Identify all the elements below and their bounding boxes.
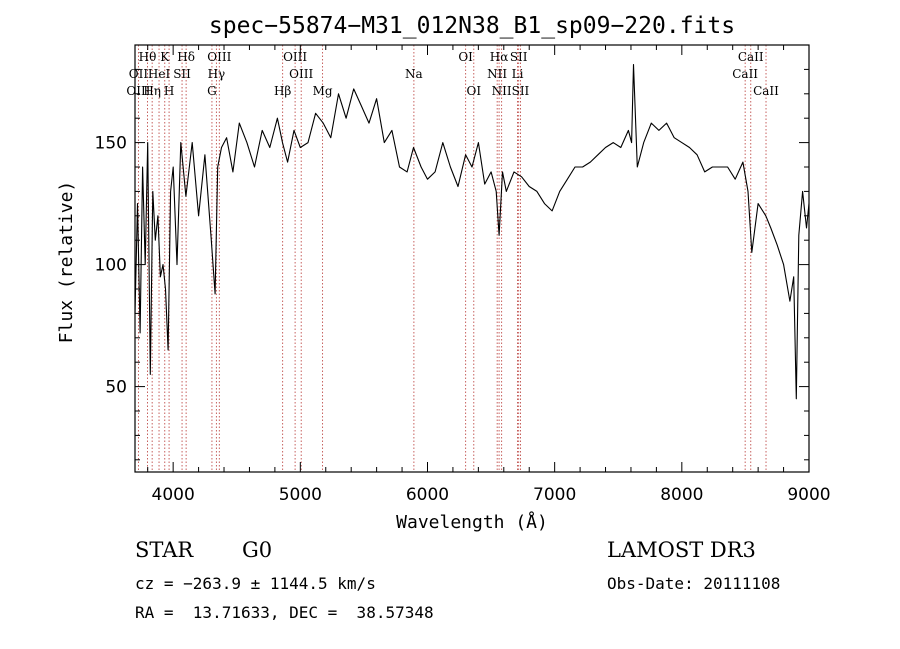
y-axis-label: Flux (relative) <box>56 181 77 344</box>
spectral-line-label: Hδ <box>177 50 195 64</box>
chart-title: spec−55874−M31_012N38_B1_sp09−220.fits <box>209 13 735 39</box>
spectral-line-label: OIII <box>289 67 313 81</box>
spectral-line-label: HeI <box>148 67 171 81</box>
spectral-line-label: SII <box>512 84 530 98</box>
spectral-line-label: CaII <box>753 84 779 98</box>
redshift-velocity: cz = −263.9 ± 1144.5 km/s <box>135 574 376 593</box>
spectral-line-label: Mg <box>313 84 333 98</box>
spectral-line-label: OII <box>129 67 149 81</box>
spectral-line-label: OIII <box>207 50 231 64</box>
x-tick-label: 5000 <box>279 485 322 505</box>
survey-name: LAMOST DR3 <box>607 538 756 562</box>
spectral-line-label: Hθ <box>139 50 157 64</box>
spectral-line-label: Hγ <box>208 67 226 81</box>
spectral-line-label: Li <box>512 67 524 81</box>
spectral-line-markers <box>137 45 767 472</box>
y-tick-label: 150 <box>95 134 127 154</box>
spectral-line-label: Hα <box>490 50 509 64</box>
x-tick-label: 9000 <box>787 485 830 505</box>
plot-frame <box>134 44 810 473</box>
spectral-line-label: OI <box>458 50 473 64</box>
object-class: STAR <box>135 538 194 562</box>
x-tick-label: 7000 <box>533 485 576 505</box>
spectrum-series <box>134 63 810 400</box>
y-tick-label: 50 <box>105 378 127 398</box>
spectral-line-label: H <box>164 84 174 98</box>
spectral-line-label: OIII <box>126 84 150 98</box>
spectral-line-label: OI <box>466 84 481 98</box>
spectral-line-label: G <box>207 84 217 98</box>
spectral-line-label: SII <box>510 50 528 64</box>
y-tick-label: 100 <box>95 256 127 276</box>
x-tick-label: 4000 <box>152 485 195 505</box>
spectral-line-label: Na <box>405 67 423 81</box>
spectral-line-label: CaII <box>738 50 764 64</box>
object-subclass: G0 <box>242 538 273 562</box>
axis-ticks: 4000 5000 6000 7000 8000 9000 50 100 150 <box>95 45 831 505</box>
spectral-line-label: K <box>160 50 170 64</box>
coordinates: RA = 13.71633, DEC = 38.57348 <box>135 603 434 622</box>
spectral-line-label: NII <box>492 84 512 98</box>
x-tick-label: 8000 <box>660 485 703 505</box>
x-axis-label: Wavelength (Å) <box>396 511 548 533</box>
spectral-line-label: Hη <box>143 84 161 98</box>
x-tick-label: 6000 <box>406 485 449 505</box>
spectral-line-label: NII <box>487 67 507 81</box>
spectral-line-label: OIII <box>283 50 307 64</box>
observation-date: Obs-Date: 20111108 <box>607 574 781 593</box>
spectral-line-label: CaII <box>732 67 758 81</box>
spectral-line-label: Hβ <box>274 84 291 98</box>
spectral-line-label: SII <box>173 67 191 81</box>
